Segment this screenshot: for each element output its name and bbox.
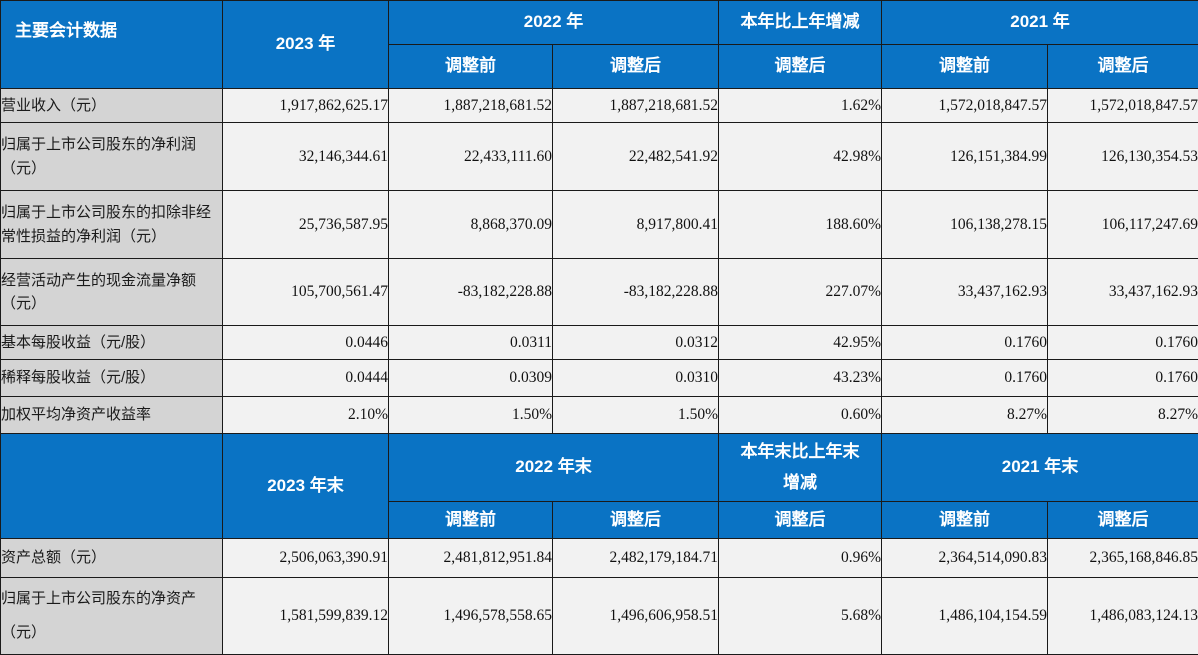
col-header-2023-end: 2023 年末 bbox=[223, 434, 389, 539]
cell-2021-adj-before: 8.27% bbox=[882, 397, 1048, 434]
cell-2022-adj-before: 1.50% bbox=[389, 397, 553, 434]
subheader-2022-adj-before: 调整前 bbox=[389, 45, 553, 89]
cell-yoy-change: 227.07% bbox=[719, 259, 882, 326]
cell-2022-adj-before: 0.0309 bbox=[389, 360, 553, 397]
cell-2021end-adj-after: 1,486,083,124.13 bbox=[1048, 578, 1198, 655]
table-title-cell: 主要会计数据 bbox=[1, 1, 223, 89]
cell-2022end-adj-after: 1,496,606,958.51 bbox=[553, 578, 719, 655]
cell-2023-end: 1,581,599,839.12 bbox=[223, 578, 389, 655]
cell-2023: 32,146,344.61 bbox=[223, 123, 389, 191]
cell-2021-adj-before: 0.1760 bbox=[882, 360, 1048, 397]
cell-2022end-adj-before: 1,496,578,558.65 bbox=[389, 578, 553, 655]
cell-2021-adj-before: 33,437,162.93 bbox=[882, 259, 1048, 326]
cell-yoy-change: 42.95% bbox=[719, 326, 882, 360]
cell-2022end-adj-after: 2,482,179,184.71 bbox=[553, 539, 719, 578]
subheader-2021end-adj-before: 调整前 bbox=[882, 502, 1048, 539]
subheader-change-adj-after: 调整后 bbox=[719, 45, 882, 89]
col-header-2023: 2023 年 bbox=[223, 1, 389, 89]
subheader-2022end-adj-after: 调整后 bbox=[553, 502, 719, 539]
cell-2023: 2.10% bbox=[223, 397, 389, 434]
cell-2023: 0.0444 bbox=[223, 360, 389, 397]
cell-2021-adj-after: 106,117,247.69 bbox=[1048, 191, 1198, 259]
subheader-endchange-adj-after: 调整后 bbox=[719, 502, 882, 539]
col-header-2022-end: 2022 年末 bbox=[389, 434, 719, 502]
cell-2023: 0.0446 bbox=[223, 326, 389, 360]
cell-2022-adj-after: 1,887,218,681.52 bbox=[553, 89, 719, 123]
section1-header: 主要会计数据 2023 年 2022 年 本年比上年增减 2021 年 调整前 … bbox=[1, 1, 1198, 89]
cell-2021end-adj-before: 2,364,514,090.83 bbox=[882, 539, 1048, 578]
col-header-yoy-change: 本年比上年增减 bbox=[719, 1, 882, 45]
subheader-2022end-adj-before: 调整前 bbox=[389, 502, 553, 539]
cell-yearend-change: 0.96% bbox=[719, 539, 882, 578]
cell-2022-adj-after: -83,182,228.88 bbox=[553, 259, 719, 326]
row-label: 资产总额（元） bbox=[1, 539, 223, 578]
subheader-2022-adj-after: 调整后 bbox=[553, 45, 719, 89]
cell-2021-adj-after: 0.1760 bbox=[1048, 360, 1198, 397]
cell-2021end-adj-before: 1,486,104,154.59 bbox=[882, 578, 1048, 655]
section2-empty-corner-cell bbox=[1, 434, 223, 539]
cell-2022-adj-before: 22,433,111.60 bbox=[389, 123, 553, 191]
row-label: 稀释每股收益（元/股） bbox=[1, 360, 223, 397]
row-label: 基本每股收益（元/股） bbox=[1, 326, 223, 360]
cell-2022-adj-after: 0.0312 bbox=[553, 326, 719, 360]
cell-2022-adj-before: -83,182,228.88 bbox=[389, 259, 553, 326]
cell-2023: 25,736,587.95 bbox=[223, 191, 389, 259]
col-header-yearend-change: 本年末比上年末增减 bbox=[719, 434, 882, 502]
cell-2021-adj-after: 1,572,018,847.57 bbox=[1048, 89, 1198, 123]
row-label: 归属于上市公司股东的净利润（元） bbox=[1, 123, 223, 191]
cell-2021-adj-after: 0.1760 bbox=[1048, 326, 1198, 360]
row-label: 加权平均净资产收益率 bbox=[1, 397, 223, 434]
cell-yoy-change: 188.60% bbox=[719, 191, 882, 259]
col-header-2021-end: 2021 年末 bbox=[882, 434, 1198, 502]
cell-2021-adj-before: 126,151,384.99 bbox=[882, 123, 1048, 191]
cell-2021end-adj-after: 2,365,168,846.85 bbox=[1048, 539, 1198, 578]
cell-2022-adj-after: 22,482,541.92 bbox=[553, 123, 719, 191]
cell-yoy-change: 0.60% bbox=[719, 397, 882, 434]
row-label: 归属于上市公司股东的净资产（元） bbox=[1, 578, 223, 655]
row-label: 归属于上市公司股东的扣除非经常性损益的净利润（元） bbox=[1, 191, 223, 259]
section2-header-row-top: 2023 年末 2022 年末 本年末比上年末增减 2021 年末 bbox=[1, 434, 1198, 502]
cell-2021-adj-after: 8.27% bbox=[1048, 397, 1198, 434]
cell-2021-adj-before: 106,138,278.15 bbox=[882, 191, 1048, 259]
subheader-2021end-adj-after: 调整后 bbox=[1048, 502, 1198, 539]
section2-header: 2023 年末 2022 年末 本年末比上年末增减 2021 年末 调整前 调整… bbox=[1, 434, 1198, 539]
cell-yoy-change: 1.62% bbox=[719, 89, 882, 123]
cell-2022-adj-after: 1.50% bbox=[553, 397, 719, 434]
cell-2021-adj-after: 33,437,162.93 bbox=[1048, 259, 1198, 326]
cell-2023: 1,917,862,625.17 bbox=[223, 89, 389, 123]
cell-2023: 105,700,561.47 bbox=[223, 259, 389, 326]
table-row: 经营活动产生的现金流量净额（元）105,700,561.47-83,182,22… bbox=[1, 259, 1198, 326]
row-label: 营业收入（元） bbox=[1, 89, 223, 123]
cell-2022end-adj-before: 2,481,812,951.84 bbox=[389, 539, 553, 578]
subheader-2021-adj-after: 调整后 bbox=[1048, 45, 1198, 89]
cell-2023-end: 2,506,063,390.91 bbox=[223, 539, 389, 578]
cell-2022-adj-after: 8,917,800.41 bbox=[553, 191, 719, 259]
cell-2022-adj-before: 8,868,370.09 bbox=[389, 191, 553, 259]
cell-2021-adj-after: 126,130,354.53 bbox=[1048, 123, 1198, 191]
cell-yearend-change: 5.68% bbox=[719, 578, 882, 655]
subheader-2021-adj-before: 调整前 bbox=[882, 45, 1048, 89]
cell-2022-adj-before: 1,887,218,681.52 bbox=[389, 89, 553, 123]
col-header-2022: 2022 年 bbox=[389, 1, 719, 45]
cell-2022-adj-before: 0.0311 bbox=[389, 326, 553, 360]
section1-header-row-top: 主要会计数据 2023 年 2022 年 本年比上年增减 2021 年 bbox=[1, 1, 1198, 45]
cell-2021-adj-before: 1,572,018,847.57 bbox=[882, 89, 1048, 123]
cell-yoy-change: 43.23% bbox=[719, 360, 882, 397]
cell-2021-adj-before: 0.1760 bbox=[882, 326, 1048, 360]
cell-yoy-change: 42.98% bbox=[719, 123, 882, 191]
row-label: 经营活动产生的现金流量净额（元） bbox=[1, 259, 223, 326]
cell-2022-adj-after: 0.0310 bbox=[553, 360, 719, 397]
col-header-2021: 2021 年 bbox=[882, 1, 1198, 45]
